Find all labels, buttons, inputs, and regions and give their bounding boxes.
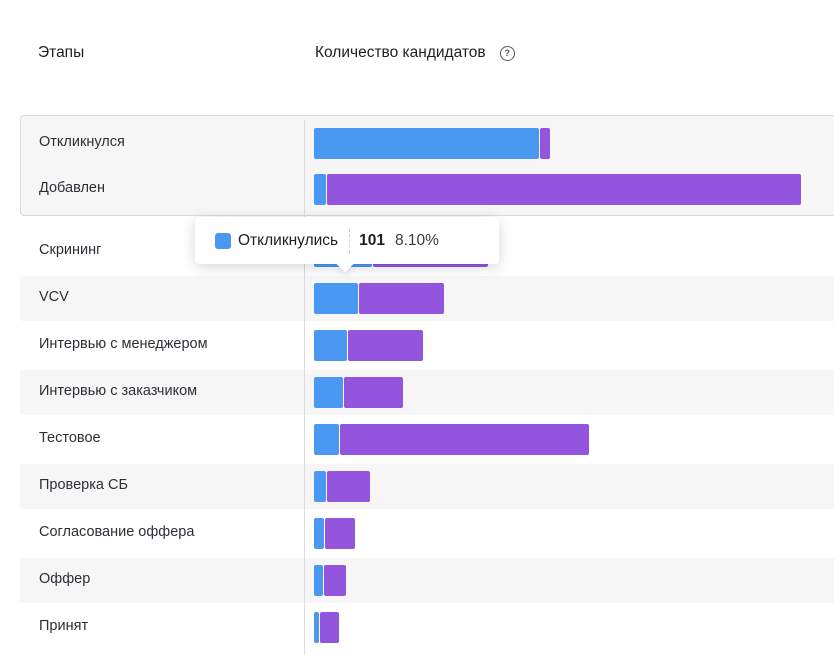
bar-segment-purple[interactable]	[327, 174, 801, 205]
tooltip-series-label: Откликнулись	[238, 231, 339, 249]
bar-segment-purple[interactable]	[327, 471, 370, 502]
tooltip-count: 101	[359, 231, 385, 249]
bar-segment-blue[interactable]	[314, 283, 358, 314]
stage-label: Проверка СБ	[39, 477, 128, 493]
bar-segment-purple[interactable]	[325, 518, 355, 549]
stage-label: Интервью с заказчиком	[39, 383, 198, 399]
row-stripe	[20, 464, 834, 509]
bar-segment-purple[interactable]	[340, 424, 589, 455]
stage-label: Скрининг	[39, 242, 102, 258]
bar-segment-purple[interactable]	[348, 330, 423, 361]
bar-segment-purple[interactable]	[324, 565, 346, 596]
bar-segment-blue[interactable]	[314, 330, 347, 361]
axis-divider	[304, 120, 305, 655]
tooltip-separator	[349, 228, 351, 253]
stage-label: Откликнулся	[39, 134, 125, 150]
bar-segment-purple[interactable]	[359, 283, 444, 314]
bar-segment-purple[interactable]	[320, 612, 339, 643]
bar-segment-blue[interactable]	[314, 377, 343, 408]
stages-column-header: Этапы	[38, 44, 85, 61]
bar-segment-blue[interactable]	[314, 471, 326, 502]
bar-segment-blue[interactable]	[314, 174, 326, 205]
stage-label: Тестовое	[39, 430, 101, 446]
stage-label: VCV	[39, 289, 69, 305]
tooltip-percent: 8.10%	[394, 231, 439, 249]
bar-segment-purple[interactable]	[344, 377, 403, 408]
bar-segment-blue[interactable]	[314, 128, 539, 159]
stage-label: Согласование оффера	[39, 524, 195, 540]
bar-segment-blue[interactable]	[314, 612, 319, 643]
candidates-count-label: Количество кандидатов	[315, 44, 486, 61]
help-icon[interactable]: ?	[499, 45, 515, 61]
stage-label: Оффер	[39, 571, 91, 587]
tooltip-pointer	[336, 255, 354, 273]
stage-label: Принят	[39, 618, 89, 634]
bar-tooltip: Откликнулись 101 8.10%	[195, 217, 499, 273]
bar-segment-blue[interactable]	[314, 518, 324, 549]
row-stripe	[20, 558, 834, 603]
bar-segment-blue[interactable]	[314, 424, 339, 455]
stage-label: Добавлен	[39, 180, 105, 196]
bar-segment-blue[interactable]	[314, 565, 323, 596]
tooltip-series-swatch	[215, 232, 231, 249]
row-stripe	[20, 370, 834, 415]
stage-label: Интервью с менеджером	[39, 336, 208, 352]
bar-segment-purple[interactable]	[540, 128, 550, 159]
candidates-count-column-header: Количество кандидатов ?	[315, 44, 515, 62]
